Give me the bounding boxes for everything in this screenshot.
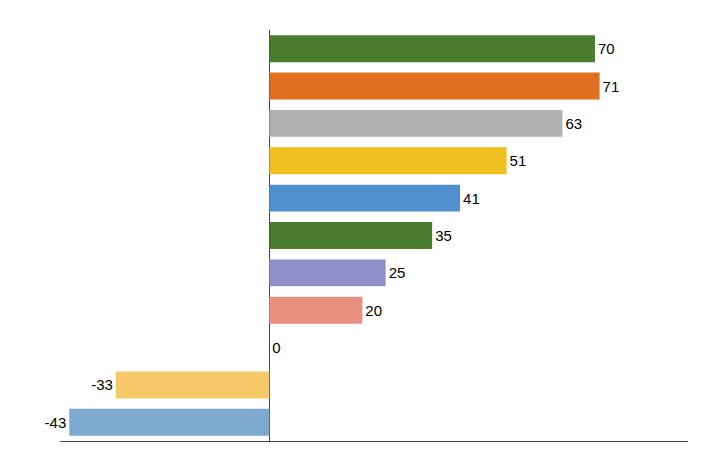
svg-text:35: 35 [435,227,452,244]
svg-text:-33: -33 [91,376,113,393]
svg-text:0: 0 [272,339,280,356]
svg-text:41: 41 [463,190,480,207]
svg-text:71: 71 [603,78,620,95]
svg-text:63: 63 [565,115,582,132]
svg-text:-43: -43 [45,414,67,431]
svg-text:20: 20 [365,302,382,319]
svg-text:70: 70 [598,40,615,57]
svg-text:51: 51 [510,152,527,169]
svg-text:25: 25 [389,264,406,281]
